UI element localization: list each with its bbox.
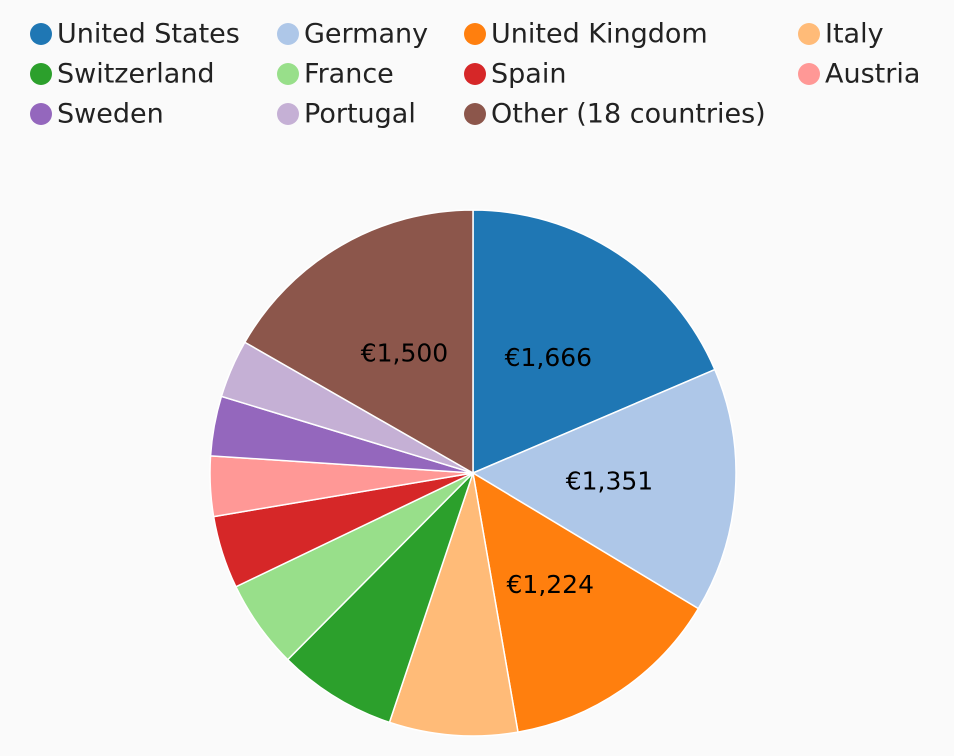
legend-label: Spain xyxy=(491,59,566,90)
value-label: €1,500 xyxy=(361,339,448,368)
legend-swatch xyxy=(30,103,52,125)
legend-label: United Kingdom xyxy=(491,19,708,50)
legend-swatch xyxy=(30,23,52,45)
legend-swatch xyxy=(798,63,820,85)
pie-slice xyxy=(243,209,474,475)
legend-swatch xyxy=(277,103,299,125)
pie-slice xyxy=(471,471,700,733)
legend-label: France xyxy=(304,59,394,90)
legend-label: Portugal xyxy=(304,99,416,130)
pie-slice xyxy=(286,472,474,724)
legend-label: Switzerland xyxy=(57,59,215,90)
legend-label: Austria xyxy=(825,59,920,90)
legend-label: Other (18 countries) xyxy=(491,99,766,130)
pie-slice xyxy=(472,209,716,475)
legend-swatch xyxy=(464,103,486,125)
legend-swatch xyxy=(464,23,486,45)
legend-label: Sweden xyxy=(57,99,164,130)
value-label: €1,666 xyxy=(505,343,592,372)
legend-swatch xyxy=(277,23,299,45)
legend-swatch xyxy=(464,63,486,85)
legend-swatch xyxy=(30,63,52,85)
legend-label: Germany xyxy=(304,19,428,50)
pie-slice xyxy=(388,472,519,737)
value-label: €1,351 xyxy=(566,466,653,495)
pie-slice xyxy=(471,368,737,610)
legend-swatch xyxy=(277,63,299,85)
value-label: €1,224 xyxy=(507,570,594,599)
legend-label: Italy xyxy=(825,19,884,50)
legend-label: United States xyxy=(57,19,240,50)
legend-swatch xyxy=(798,23,820,45)
